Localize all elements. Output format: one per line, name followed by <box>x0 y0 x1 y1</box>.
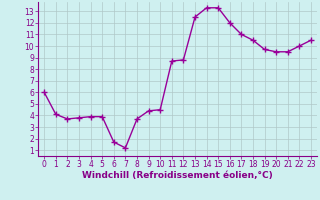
X-axis label: Windchill (Refroidissement éolien,°C): Windchill (Refroidissement éolien,°C) <box>82 171 273 180</box>
